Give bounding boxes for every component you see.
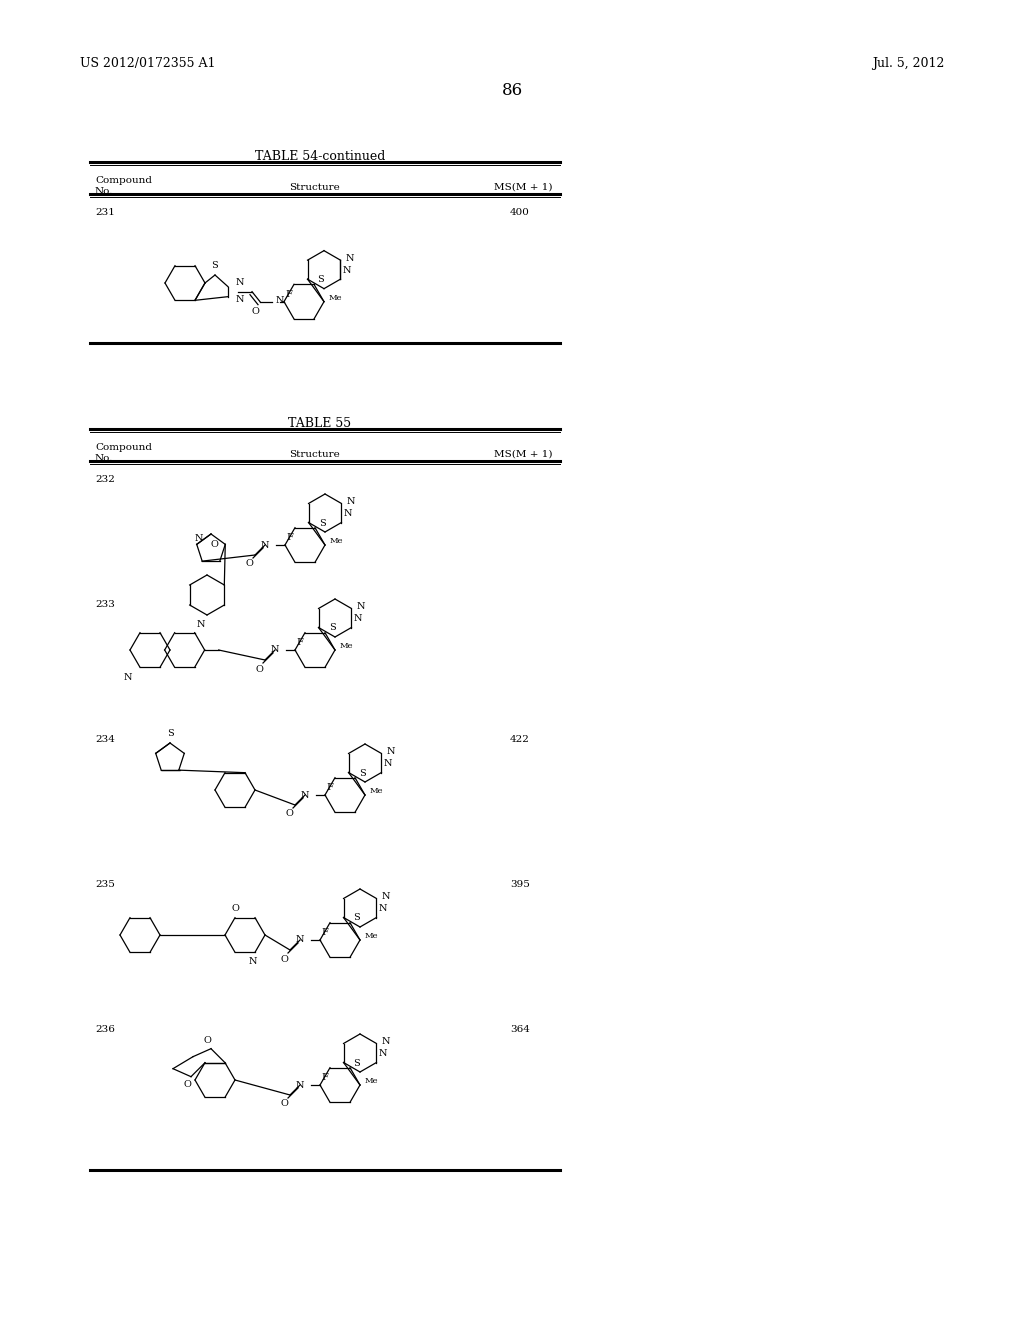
Text: Compound: Compound <box>95 176 152 185</box>
Text: O: O <box>280 954 288 964</box>
Text: F: F <box>286 290 293 298</box>
Text: F: F <box>322 1073 329 1082</box>
Text: N: N <box>343 510 352 517</box>
Text: N: N <box>346 498 355 506</box>
Text: Me: Me <box>365 932 379 940</box>
Text: O: O <box>203 1036 211 1045</box>
Text: Me: Me <box>340 642 353 649</box>
Text: Me: Me <box>330 537 343 545</box>
Text: 400: 400 <box>510 209 529 216</box>
Text: N: N <box>345 253 354 263</box>
Text: 232: 232 <box>95 475 115 484</box>
Text: Jul. 5, 2012: Jul. 5, 2012 <box>871 57 944 70</box>
Text: N: N <box>379 1049 387 1059</box>
Text: S: S <box>212 261 218 271</box>
Text: No.: No. <box>95 187 114 195</box>
Text: N: N <box>270 645 279 655</box>
Text: S: S <box>353 1059 360 1068</box>
Text: O: O <box>245 560 253 569</box>
Text: F: F <box>287 533 294 543</box>
Text: Structure: Structure <box>290 450 340 459</box>
Text: N: N <box>124 673 132 682</box>
Text: O: O <box>210 540 218 549</box>
Text: O: O <box>251 308 259 317</box>
Text: Me: Me <box>370 787 384 795</box>
Text: No.: No. <box>95 454 114 463</box>
Text: TABLE 54-continued: TABLE 54-continued <box>255 150 385 162</box>
Text: N: N <box>296 1081 304 1089</box>
Text: S: S <box>358 768 366 777</box>
Text: N: N <box>276 296 285 305</box>
Text: F: F <box>327 783 334 792</box>
Text: 395: 395 <box>510 880 529 888</box>
Text: N: N <box>197 620 205 630</box>
Text: O: O <box>285 809 293 818</box>
Text: N: N <box>195 533 203 543</box>
Text: N: N <box>236 279 245 288</box>
Text: Compound: Compound <box>95 444 152 451</box>
Text: O: O <box>255 664 263 673</box>
Text: MS(M + 1): MS(M + 1) <box>495 450 553 459</box>
Text: Me: Me <box>329 293 342 302</box>
Text: F: F <box>322 928 329 937</box>
Text: S: S <box>329 623 336 632</box>
Text: N: N <box>383 759 392 768</box>
Text: S: S <box>318 519 326 528</box>
Text: 422: 422 <box>510 735 529 744</box>
Text: 235: 235 <box>95 880 115 888</box>
Text: TABLE 55: TABLE 55 <box>289 417 351 430</box>
Text: N: N <box>296 936 304 945</box>
Text: 364: 364 <box>510 1026 529 1034</box>
Text: N: N <box>356 602 365 611</box>
Text: N: N <box>236 296 245 304</box>
Text: Me: Me <box>365 1077 379 1085</box>
Text: US 2012/0172355 A1: US 2012/0172355 A1 <box>80 57 215 70</box>
Text: 86: 86 <box>502 82 522 99</box>
Text: N: N <box>249 957 257 966</box>
Text: O: O <box>231 904 239 913</box>
Text: N: N <box>353 614 361 623</box>
Text: 234: 234 <box>95 735 115 744</box>
Text: S: S <box>317 275 325 284</box>
Text: 236: 236 <box>95 1026 115 1034</box>
Text: N: N <box>342 265 351 275</box>
Text: N: N <box>382 892 390 902</box>
Text: N: N <box>300 791 309 800</box>
Text: F: F <box>297 638 303 647</box>
Text: O: O <box>183 1080 190 1089</box>
Text: N: N <box>260 540 269 549</box>
Text: N: N <box>382 1038 390 1045</box>
Text: O: O <box>280 1100 288 1109</box>
Text: N: N <box>386 747 395 756</box>
Text: 231: 231 <box>95 209 115 216</box>
Text: 233: 233 <box>95 601 115 609</box>
Text: S: S <box>167 730 173 738</box>
Text: N: N <box>379 904 387 913</box>
Text: MS(M + 1): MS(M + 1) <box>495 183 553 191</box>
Text: S: S <box>353 913 360 923</box>
Text: Structure: Structure <box>290 183 340 191</box>
